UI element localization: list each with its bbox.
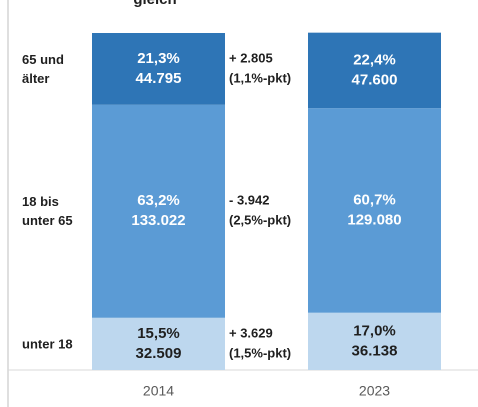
- change-label: + 3.629: [229, 325, 273, 340]
- x-tick-label: 2014: [143, 383, 174, 399]
- count-label: 44.795: [136, 70, 182, 87]
- count-label: 32.509: [136, 345, 182, 362]
- x-tick-label: 2023: [359, 383, 390, 399]
- bar-segment: [92, 33, 225, 105]
- bar-segment: [308, 312, 441, 370]
- value-label: 21,3%: [137, 50, 180, 67]
- row-label: unter 18: [22, 336, 73, 352]
- bar-segment: [308, 108, 441, 313]
- value-label: 15,5%: [137, 325, 180, 342]
- row-label: 65 und älter: [22, 51, 64, 86]
- count-label: 47.600: [352, 71, 398, 88]
- change-label: - 3.942: [229, 193, 269, 208]
- value-label: 22,4%: [353, 51, 396, 68]
- row-label: 18 bis unter 65: [22, 194, 73, 229]
- count-label: 36.138: [352, 342, 398, 359]
- bar-segment: [92, 104, 225, 318]
- change-pct-label: (2,5%-pkt): [229, 213, 291, 228]
- count-label: 133.022: [131, 212, 185, 229]
- count-label: 129.080: [347, 211, 401, 228]
- bar-segment: [92, 317, 225, 370]
- chart-title: gleich: [133, 0, 176, 8]
- change-pct-label: (1,1%-pkt): [229, 70, 291, 85]
- value-label: 17,0%: [353, 322, 396, 339]
- change-label: + 2.805: [229, 50, 273, 65]
- change-pct-label: (1,5%-pkt): [229, 345, 291, 360]
- value-label: 60,7%: [353, 191, 396, 208]
- value-label: 63,2%: [137, 192, 180, 209]
- bar-segment: [308, 32, 441, 109]
